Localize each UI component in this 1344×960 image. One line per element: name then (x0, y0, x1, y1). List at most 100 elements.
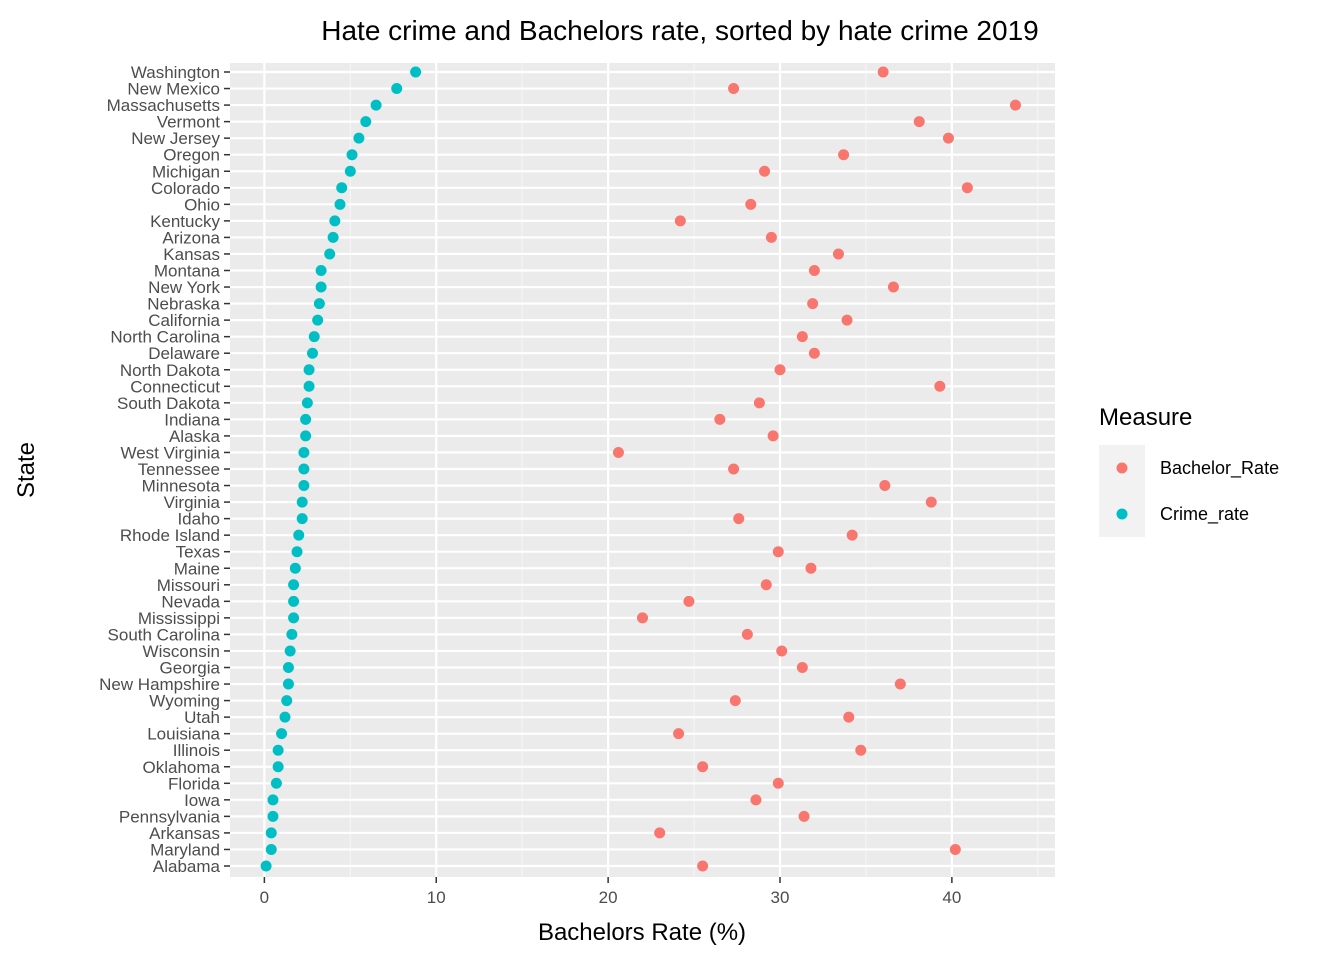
point-bachelor-rate-pennsylvania (798, 810, 810, 822)
y-tick-label-georgia: Georgia (160, 659, 221, 678)
y-tick-label-north-dakota: North Dakota (120, 361, 221, 380)
point-bachelor-rate-missouri (760, 579, 772, 591)
point-bachelor-rate-tennessee (728, 463, 740, 475)
point-bachelor-rate-minnesota (879, 480, 891, 492)
point-crime-rate-montana (315, 265, 327, 276)
y-tick-label-new-hampshire: New Hampshire (99, 675, 220, 694)
point-bachelor-rate-utah (843, 711, 855, 723)
y-tick-label-kentucky: Kentucky (150, 212, 220, 231)
y-tick-label-missouri: Missouri (157, 576, 220, 595)
point-bachelor-rate-arkansas (654, 827, 666, 839)
point-bachelor-rate-colorado (961, 182, 973, 194)
point-crime-rate-virginia (296, 496, 308, 508)
point-bachelor-rate-wisconsin (776, 645, 788, 657)
point-bachelor-rate-illinois (855, 744, 867, 756)
y-tick-label-new-york: New York (148, 278, 220, 297)
point-bachelor-rate-north-carolina (796, 331, 808, 343)
point-crime-rate-new-mexico (391, 83, 403, 95)
point-bachelor-rate-ohio (745, 198, 757, 210)
y-tick-label-rhode-island: Rhode Island (120, 526, 220, 545)
point-crime-rate-illinois (272, 744, 284, 756)
x-axis-title: Bachelors Rate (%) (538, 919, 746, 946)
point-crime-rate-florida (270, 777, 282, 789)
point-bachelor-rate-washington (877, 66, 889, 78)
y-tick-label-utah: Utah (184, 708, 220, 727)
point-crime-rate-alaska (300, 430, 312, 442)
point-bachelor-rate-louisiana (673, 728, 685, 740)
point-crime-rate-maryland (265, 843, 277, 855)
y-tick-label-connecticut: Connecticut (130, 377, 220, 396)
point-crime-rate-west-virginia (298, 446, 310, 458)
y-tick-label-north-carolina: North Carolina (110, 328, 220, 347)
point-crime-rate-kentucky (329, 215, 341, 227)
point-crime-rate-washington (410, 66, 422, 78)
y-tick-label-oregon: Oregon (163, 146, 220, 165)
y-tick-label-pennsylvania: Pennsylvania (119, 807, 221, 826)
y-tick-label-indiana: Indiana (164, 410, 220, 429)
point-bachelor-rate-new-york (887, 281, 899, 293)
y-tick-label-louisiana: Louisiana (147, 725, 220, 744)
x-tick-label: 0 (260, 888, 269, 907)
y-tick-label-oklahoma: Oklahoma (143, 758, 221, 777)
point-bachelor-rate-massachusetts (1009, 99, 1021, 111)
x-tick-label: 10 (427, 888, 446, 907)
y-tick-label-montana: Montana (154, 262, 221, 281)
point-bachelor-rate-south-dakota (753, 397, 765, 409)
y-tick-label-alaska: Alaska (169, 427, 221, 446)
point-crime-rate-north-dakota (303, 364, 315, 376)
y-tick-label-iowa: Iowa (184, 791, 220, 810)
y-tick-label-nevada: Nevada (161, 592, 220, 611)
point-crime-rate-wyoming (281, 695, 293, 707)
point-bachelor-rate-kansas (832, 248, 844, 260)
point-bachelor-rate-maryland (949, 843, 961, 855)
y-tick-label-florida: Florida (168, 774, 221, 793)
grid-major (230, 63, 1055, 877)
point-crime-rate-maine (289, 562, 301, 574)
legend-dot-bachelor-rate (1116, 462, 1128, 474)
y-tick-label-illinois: Illinois (173, 741, 220, 760)
y-tick-label-washington: Washington (131, 63, 220, 82)
legend-title: Measure (1099, 404, 1192, 431)
x-axis-ticks: 0 10 20 30 40 (260, 877, 961, 907)
point-bachelor-rate-alabama (697, 860, 709, 872)
point-bachelor-rate-texas (772, 546, 784, 558)
y-tick-label-colorado: Colorado (151, 179, 220, 198)
point-bachelor-rate-indiana (714, 413, 726, 425)
point-crime-rate-nebraska (313, 298, 325, 310)
point-crime-rate-vermont (360, 116, 372, 128)
point-bachelor-rate-idaho (733, 513, 745, 525)
point-bachelor-rate-iowa (750, 794, 762, 806)
point-crime-rate-missouri (288, 579, 300, 591)
point-bachelor-rate-delaware (808, 347, 820, 359)
y-tick-label-maryland: Maryland (150, 840, 220, 859)
point-crime-rate-kansas (324, 248, 336, 260)
point-crime-rate-wisconsin (284, 645, 296, 657)
point-crime-rate-arizona (327, 231, 339, 243)
point-bachelor-rate-florida (772, 777, 784, 789)
legend-dot-crime-rate (1116, 508, 1128, 520)
point-crime-rate-colorado (336, 182, 348, 194)
y-tick-label-california: California (148, 311, 220, 330)
y-tick-label-ohio: Ohio (184, 195, 220, 214)
legend-label-bachelor-rate: Bachelor_Rate (1160, 458, 1279, 479)
y-tick-label-nebraska: Nebraska (147, 295, 220, 314)
point-bachelor-rate-arizona (765, 231, 777, 243)
y-tick-label-wisconsin: Wisconsin (143, 642, 220, 661)
y-tick-label-massachusetts: Massachusetts (107, 96, 220, 115)
y-tick-label-south-carolina: South Carolina (108, 625, 221, 644)
point-bachelor-rate-virginia (925, 496, 937, 508)
point-crime-rate-utah (279, 711, 291, 723)
point-bachelor-rate-mississippi (637, 612, 648, 624)
point-crime-rate-delaware (307, 347, 318, 359)
point-crime-rate-indiana (300, 413, 312, 425)
point-bachelor-rate-west-virginia (612, 446, 624, 458)
point-crime-rate-tennessee (298, 463, 310, 475)
y-tick-label-wyoming: Wyoming (149, 692, 220, 711)
point-crime-rate-oregon (346, 149, 358, 161)
point-crime-rate-nevada (288, 595, 300, 607)
y-tick-label-idaho: Idaho (177, 510, 220, 529)
y-tick-label-new-mexico: New Mexico (127, 80, 220, 99)
y-tick-label-tennessee: Tennessee (138, 460, 220, 479)
